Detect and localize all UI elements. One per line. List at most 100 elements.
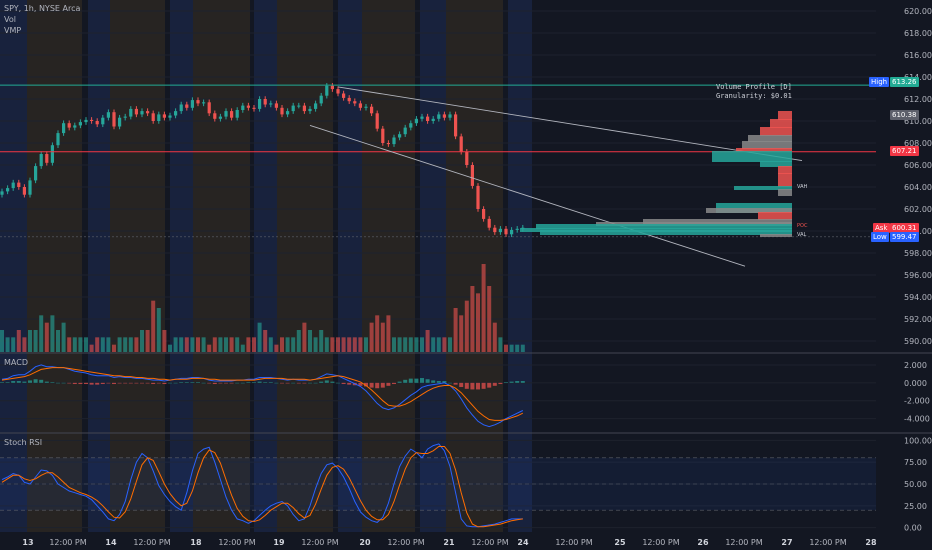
candle[interactable] (224, 111, 228, 117)
candle[interactable] (78, 122, 82, 126)
candle[interactable] (106, 112, 110, 118)
candle[interactable] (291, 105, 295, 112)
candle[interactable] (140, 111, 144, 115)
candle[interactable] (67, 123, 71, 128)
trendline-lower[interactable] (309, 124, 746, 267)
candle[interactable] (426, 116, 430, 121)
macd-signal-line[interactable] (1, 367, 524, 421)
candle[interactable] (336, 89, 340, 94)
candle[interactable] (398, 134, 402, 138)
candle[interactable] (28, 180, 32, 195)
candle[interactable] (101, 117, 105, 125)
candle[interactable] (129, 108, 133, 117)
candle[interactable] (342, 93, 346, 98)
candle[interactable] (112, 112, 116, 127)
candle[interactable] (487, 218, 491, 228)
candle[interactable] (118, 117, 122, 127)
candle[interactable] (297, 105, 301, 107)
candle[interactable] (482, 209, 486, 219)
candle[interactable] (437, 114, 441, 119)
candle[interactable] (454, 114, 458, 137)
candle[interactable] (358, 103, 362, 108)
candle[interactable] (90, 119, 94, 121)
symbol-label[interactable]: SPY, 1h, NYSE Arca (4, 4, 81, 13)
candle[interactable] (134, 108, 138, 115)
candle[interactable] (196, 100, 200, 104)
candle[interactable] (258, 99, 262, 109)
candle[interactable] (6, 188, 10, 192)
candle[interactable] (174, 111, 178, 116)
candle[interactable] (22, 187, 26, 195)
candle[interactable] (465, 151, 469, 165)
candle[interactable] (308, 108, 312, 112)
candle[interactable] (157, 114, 161, 121)
candle[interactable] (62, 123, 66, 134)
candle[interactable] (476, 185, 480, 209)
candle[interactable] (34, 166, 38, 181)
candle[interactable] (420, 116, 424, 119)
vmp-indicator-label[interactable]: VMP (4, 26, 22, 35)
candle[interactable] (403, 127, 407, 135)
candle[interactable] (448, 114, 452, 118)
candle[interactable] (319, 95, 323, 104)
candle[interactable] (241, 105, 245, 110)
candle[interactable] (17, 182, 21, 187)
stoch-k-line[interactable] (1, 443, 523, 528)
candle[interactable] (325, 85, 329, 96)
candle[interactable] (515, 228, 519, 230)
candle[interactable] (84, 119, 88, 123)
candle[interactable] (39, 154, 43, 167)
candle[interactable] (442, 114, 446, 118)
candle[interactable] (0, 191, 4, 195)
candle[interactable] (504, 228, 508, 235)
candle[interactable] (11, 182, 15, 189)
candle[interactable] (179, 104, 183, 112)
candle[interactable] (286, 111, 290, 115)
candle[interactable] (330, 85, 334, 90)
candle[interactable] (353, 101, 357, 104)
candle[interactable] (73, 125, 77, 128)
candle[interactable] (274, 103, 278, 108)
candle[interactable] (95, 121, 99, 125)
macd-pane-label[interactable]: MACD (4, 358, 28, 367)
candle[interactable] (56, 133, 60, 146)
candle[interactable] (207, 102, 211, 114)
candle[interactable] (202, 102, 206, 104)
candle[interactable] (364, 106, 368, 108)
candle[interactable] (459, 136, 463, 152)
candle[interactable] (213, 113, 217, 119)
stoch-rsi-pane-label[interactable]: Stoch RSI (4, 438, 43, 447)
candle[interactable] (431, 118, 435, 121)
candle[interactable] (392, 137, 396, 145)
stoch-d-line[interactable] (1, 446, 523, 528)
candle[interactable] (302, 105, 306, 112)
candle[interactable] (498, 228, 502, 233)
candle[interactable] (162, 114, 166, 118)
candle[interactable] (252, 107, 256, 109)
candle[interactable] (190, 100, 194, 108)
volume-indicator-label[interactable]: Vol (4, 15, 16, 24)
candle[interactable] (151, 113, 155, 121)
candle[interactable] (347, 97, 351, 102)
candle[interactable] (370, 106, 374, 114)
candle[interactable] (263, 99, 267, 105)
candle[interactable] (470, 165, 474, 186)
candle[interactable] (50, 145, 54, 163)
candle[interactable] (235, 110, 239, 118)
candle[interactable] (218, 116, 222, 119)
macd-line[interactable] (1, 364, 524, 428)
candle[interactable] (381, 128, 385, 143)
candle[interactable] (414, 118, 418, 124)
candle[interactable] (510, 229, 514, 235)
candle[interactable] (168, 115, 172, 118)
trendline-upper[interactable] (337, 86, 803, 162)
candle[interactable] (230, 111, 234, 118)
candle[interactable] (409, 123, 413, 128)
candle[interactable] (386, 143, 390, 145)
candle[interactable] (269, 103, 273, 105)
candle[interactable] (246, 105, 250, 108)
candle[interactable] (185, 104, 189, 108)
candle[interactable] (45, 154, 49, 163)
